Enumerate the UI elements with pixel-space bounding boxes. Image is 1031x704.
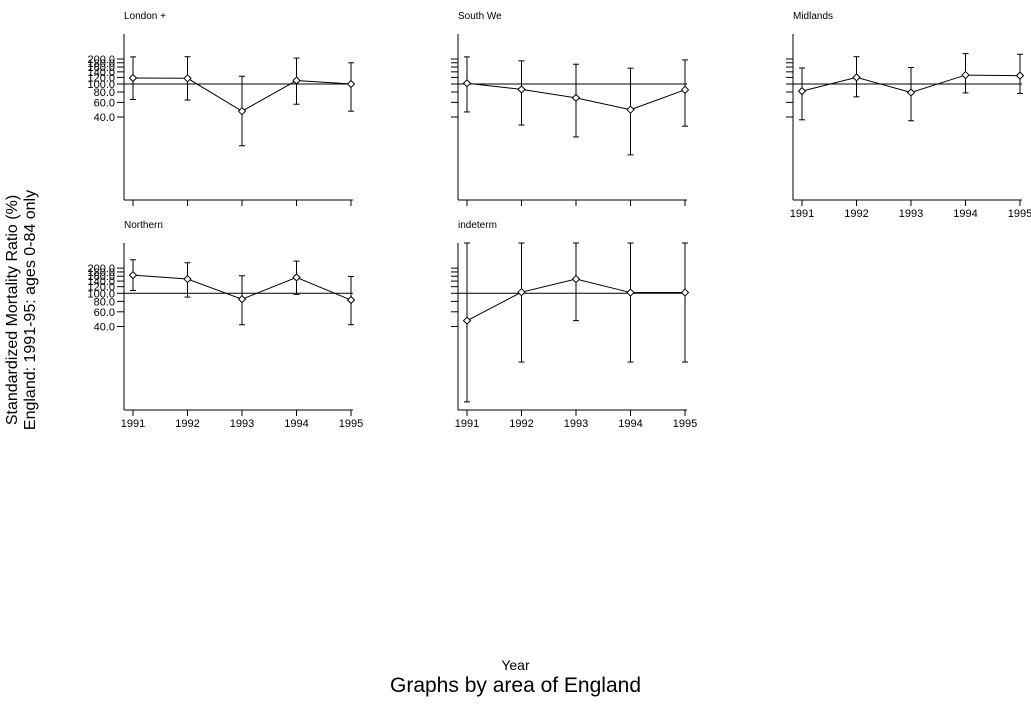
x-tick-label: 1995 [673, 418, 697, 430]
data-point [462, 316, 472, 325]
data-point [852, 73, 861, 82]
y-tick-label: 120.0 [87, 72, 115, 84]
data-point [128, 73, 138, 83]
data-point [797, 86, 807, 96]
x-tick-label: 1993 [230, 418, 254, 430]
x-tick-label: 1995 [339, 418, 363, 430]
data-point [183, 274, 192, 284]
y-tick-label: 80.0 [94, 296, 115, 308]
x-tick-label: 1993 [899, 208, 923, 220]
data-point [292, 76, 301, 85]
y-tick-label: 180.0 [87, 267, 115, 279]
y-tick-label: 140.0 [87, 276, 115, 288]
x-tick-label: 1994 [953, 208, 977, 220]
y-axis-title-line-1: Standardized Mortality Ratio (%) [4, 194, 21, 426]
data-point [183, 74, 192, 83]
data-point [462, 79, 472, 88]
x-tick-label: 1991 [455, 418, 479, 430]
data-point [292, 273, 301, 282]
y-tick-label: 80.0 [94, 87, 115, 99]
panel-title: South We [458, 11, 502, 22]
y-tick-label: 160.0 [87, 62, 115, 74]
data-point [237, 106, 247, 116]
data-point [680, 288, 690, 297]
panel-5: indeterm 1991 1992 1993 1994 1995 [451, 220, 697, 430]
y-tick-label: 180.0 [87, 58, 115, 70]
data-point [517, 287, 526, 297]
x-axis-title: Year [501, 657, 530, 673]
panel-title: Northern [124, 220, 163, 231]
y-tick-label: 40.0 [94, 112, 115, 124]
data-point [346, 295, 356, 305]
data-point [571, 274, 581, 284]
panel-title: indeterm [458, 220, 497, 231]
data-point [237, 294, 247, 304]
x-tick-label: 1992 [175, 418, 199, 430]
y-tick-label: 120.0 [87, 282, 115, 294]
y-tick-label: 140.0 [87, 67, 115, 79]
y-tick-label: 60.0 [94, 307, 115, 319]
data-point [680, 85, 690, 95]
x-tick-label: 1993 [564, 418, 588, 430]
y-tick-label: 200.0 [87, 263, 115, 275]
x-tick-label: 1991 [121, 418, 145, 430]
y-tick-label: 100.0 [87, 79, 115, 91]
x-tick-label: 1992 [844, 208, 868, 220]
data-point [128, 270, 138, 280]
data-point [626, 288, 635, 297]
x-tick-label: 1991 [790, 208, 814, 220]
data-point [961, 70, 970, 80]
data-point [517, 85, 526, 94]
panel-4: Northern 40.0 60.080.0100.0120.0140.0160.0… [87, 220, 363, 430]
x-tick-label: 1992 [509, 418, 533, 430]
panel-1: London + 40.0 60.080.0100.0120.0140.0160.0… [87, 11, 356, 206]
data-point [1015, 71, 1025, 80]
y-axis-title: Standardized Mortality Ratio (%) England… [4, 120, 64, 500]
data-point [906, 88, 916, 97]
y-tick-label: 60.0 [94, 97, 115, 109]
panel-3: Midlands 1991 1992 1993 1994 1995 [786, 11, 1031, 220]
data-point [571, 93, 581, 103]
data-point [346, 79, 356, 89]
y-tick-label: 160.0 [87, 271, 115, 283]
x-tick-label: 1994 [284, 418, 308, 430]
x-tick-label: 1995 [1008, 208, 1031, 220]
y-tick-label: 100.0 [87, 288, 115, 300]
y-tick-label: 40.0 [94, 322, 115, 334]
y-tick-label: 200.0 [87, 54, 115, 66]
panel-title: Midlands [793, 11, 833, 22]
data-point [626, 105, 635, 114]
x-tick-label: 1994 [618, 418, 642, 430]
panel-2: South We [451, 11, 690, 206]
y-axis-title-line-2: England: 1991-95: ages 0-84 only [22, 189, 39, 431]
panel-title: London + [124, 11, 166, 22]
graph-by-note: Graphs by area of England [390, 674, 641, 697]
